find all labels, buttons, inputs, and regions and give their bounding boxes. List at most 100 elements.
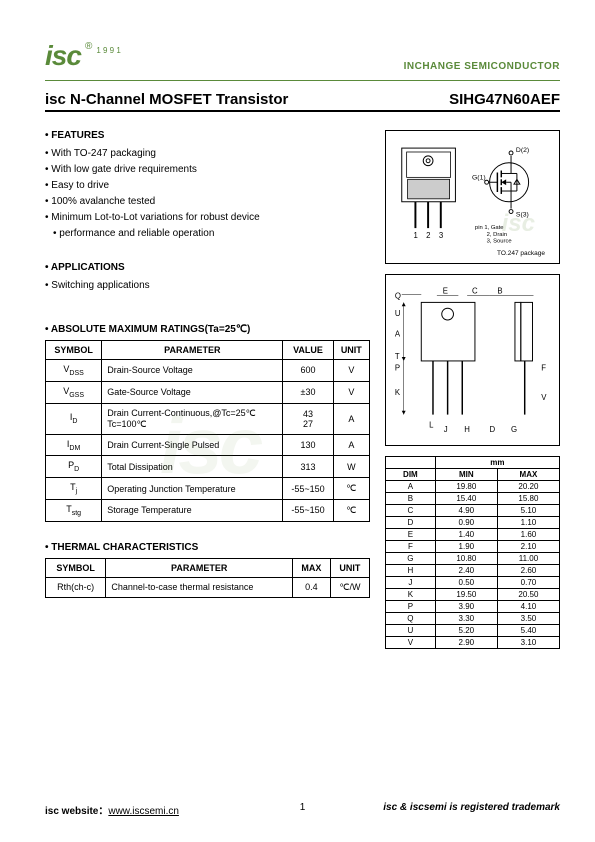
table-row: U5.205.40 — [386, 625, 560, 637]
table-row: C4.905.10 — [386, 505, 560, 517]
svg-text:D: D — [490, 425, 496, 434]
svg-text:G(1): G(1) — [472, 174, 486, 181]
symbol-cell: Tj — [46, 478, 102, 500]
symbol-cell: VDSS — [46, 360, 102, 382]
header: isc ® 1 9 9 1 INCHANGE SEMICONDUCTOR — [45, 40, 560, 72]
applications-heading: • APPLICATIONS — [45, 262, 370, 273]
col-value: VALUE — [283, 341, 333, 360]
website-label: isc website： — [45, 806, 108, 817]
left-column: • FEATURES With TO-247 packaging With lo… — [45, 130, 370, 649]
col-symbol: SYMBOL — [46, 341, 102, 360]
table-row: E1.401.60 — [386, 529, 560, 541]
svg-text:L: L — [429, 420, 434, 429]
col-parameter: PARAMETER — [102, 341, 283, 360]
applications-list: Switching applications — [45, 278, 370, 294]
ratings-table: SYMBOL PARAMETER VALUE UNIT VDSS Drain-S… — [45, 340, 370, 522]
symbol-cell: ID — [46, 403, 102, 434]
svg-text:B: B — [497, 287, 502, 296]
symbol-cell: Rth(ch-c) — [46, 577, 106, 597]
svg-text:pin 1, Gate: pin 1, Gate — [475, 225, 504, 231]
unit-cell: A — [333, 403, 369, 434]
col-unit: UNIT — [333, 341, 369, 360]
symbol-cell: VGSS — [46, 381, 102, 403]
param-cell: Operating Junction Temperature — [102, 478, 283, 500]
table-row: V2.903.10 — [386, 637, 560, 649]
value-cell: 43 27 — [283, 403, 333, 434]
product-title: isc N-Channel MOSFET Transistor — [45, 91, 288, 108]
table-row: Tstg Storage Temperature -55~150 ℃ — [46, 499, 370, 521]
dimension-diagram: Q E C B U A T P K L F V J H D G — [385, 274, 560, 446]
main-content: • FEATURES With TO-247 packaging With lo… — [45, 130, 560, 649]
table-row: Tj Operating Junction Temperature -55~15… — [46, 478, 370, 500]
table-header-row: DIM MIN MAX — [386, 469, 560, 481]
col-max: MAX — [497, 469, 559, 481]
feature-item: Easy to drive — [45, 178, 370, 194]
website-url: www.iscsemi.cn — [108, 806, 179, 817]
table-row: Rth(ch-c) Channel-to-case thermal resist… — [46, 577, 370, 597]
svg-text:2, Drain: 2, Drain — [487, 232, 507, 238]
footer-left: isc website：www.iscsemi.cn — [45, 802, 179, 817]
thermal-heading: • THERMAL CHARACTERISTICS — [45, 542, 370, 553]
part-number: SIHG47N60AEF — [449, 91, 560, 108]
table-row: D0.901.10 — [386, 517, 560, 529]
symbol-cell: PD — [46, 456, 102, 478]
table-row: IDM Drain Current-Single Pulsed 130 A — [46, 434, 370, 456]
dimensions-table: mm DIM MIN MAX A19.8020.20 B15.4015.80 C… — [385, 456, 560, 649]
param-cell: Storage Temperature — [102, 499, 283, 521]
col-dim: DIM — [386, 469, 436, 481]
svg-text:Q: Q — [395, 291, 401, 300]
value-cell: ±30 — [283, 381, 333, 403]
logo: isc ® 1 9 9 1 — [45, 40, 121, 72]
company-name: INCHANGE SEMICONDUCTOR — [404, 61, 560, 72]
unit-cell: ℃ — [333, 478, 369, 500]
value-cell: 0.4 — [293, 577, 331, 597]
table-row: J0.500.70 — [386, 577, 560, 589]
table-row: A19.8020.20 — [386, 481, 560, 493]
value-cell: 600 — [283, 360, 333, 382]
registered-icon: ® — [85, 41, 92, 52]
unit-cell: A — [333, 434, 369, 456]
col-max: MAX — [293, 558, 331, 577]
table-row: PD Total Dissipation 313 W — [46, 456, 370, 478]
value-cell: -55~150 — [283, 478, 333, 500]
param-cell: Channel-to-case thermal resistance — [106, 577, 293, 597]
feature-item: With low gate drive requirements — [45, 162, 370, 178]
param-cell: Total Dissipation — [102, 456, 283, 478]
unit-cell: ℃ — [333, 499, 369, 521]
svg-text:F: F — [541, 364, 546, 373]
table-row: P3.904.10 — [386, 601, 560, 613]
features-heading: • FEATURES — [45, 130, 370, 141]
table-row: Q3.303.50 — [386, 613, 560, 625]
table-row: F1.902.10 — [386, 541, 560, 553]
feature-item: performance and reliable operation — [53, 226, 370, 242]
svg-text:E: E — [443, 287, 448, 296]
symbol-cell: Tstg — [46, 499, 102, 521]
svg-text:H: H — [464, 425, 470, 434]
svg-text:A: A — [395, 330, 401, 339]
page-number: 1 — [300, 802, 306, 813]
table-row: ID Drain Current-Continuous,@Tc=25℃ Tc=1… — [46, 403, 370, 434]
trademark-text: isc & iscsemi is registered trademark — [383, 802, 560, 813]
svg-text:V: V — [541, 393, 547, 402]
table-row: H2.402.60 — [386, 565, 560, 577]
pin-2-label: 2 — [426, 231, 430, 240]
header-divider — [45, 80, 560, 81]
svg-text:J: J — [444, 425, 448, 434]
table-header-row: mm — [386, 457, 560, 469]
svg-text:D(2): D(2) — [516, 147, 529, 154]
svg-text:G: G — [511, 425, 517, 434]
pin-1-label: 1 — [413, 231, 417, 240]
symbol-cell: IDM — [46, 434, 102, 456]
footer: isc website：www.iscsemi.cn 1 isc & iscse… — [45, 802, 560, 817]
table-row: B15.4015.80 — [386, 493, 560, 505]
value-cell: -55~150 — [283, 499, 333, 521]
package-svg: 1 2 3 — [392, 137, 553, 247]
table-row: VDSS Drain-Source Voltage 600 V — [46, 360, 370, 382]
col-symbol: SYMBOL — [46, 558, 106, 577]
table-row: K19.5020.50 — [386, 589, 560, 601]
package-diagram: 1 2 3 — [385, 130, 560, 264]
table-header-row: SYMBOL PARAMETER MAX UNIT — [46, 558, 370, 577]
thermal-table: SYMBOL PARAMETER MAX UNIT Rth(ch-c) Chan… — [45, 558, 370, 598]
feature-item: 100% avalanche tested — [45, 194, 370, 210]
features-list: With TO-247 packaging With low gate driv… — [45, 146, 370, 242]
